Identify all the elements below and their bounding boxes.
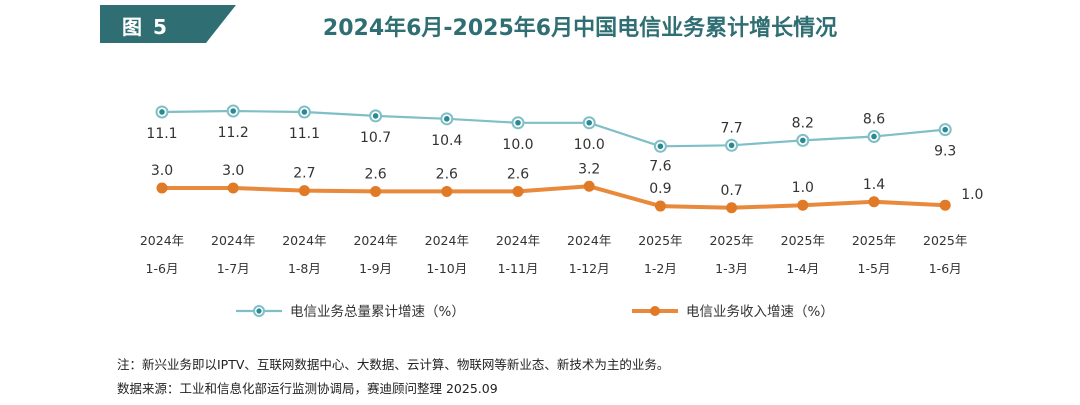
point-marker-total [728, 142, 735, 149]
point-marker-revenue [370, 185, 382, 197]
data-label-revenue: 3.0 [151, 163, 173, 179]
point-marker-revenue [227, 182, 239, 194]
data-label-revenue: 1.4 [863, 177, 885, 193]
point-marker-revenue [868, 196, 880, 208]
point-marker-total [230, 108, 236, 114]
x-tick-period: 1-6月 [929, 261, 962, 276]
point-marker-revenue [512, 185, 524, 197]
x-tick-year: 2025年 [709, 233, 753, 248]
line-chart: 11.1 11.2 11.1 10.7 10.4 10.0 10.0 7.6 7.7 8.2 8.6… [140, 104, 983, 320]
point-marker-revenue [156, 182, 168, 194]
x-tick-year: 2024年 [353, 233, 397, 248]
x-tick-period: 1-9月 [359, 261, 392, 276]
data-label-total: 7.7 [720, 120, 742, 136]
x-tick-year: 2025年 [638, 233, 682, 248]
x-tick-year: 2024年 [211, 233, 255, 248]
point-marker-total [942, 126, 948, 133]
data-labels-layer: 11.1 11.2 11.1 10.7 10.4 10.0 10.0 7.6 7.7 8.2 8.6… [146, 111, 983, 203]
series-line-total [161, 109, 946, 148]
x-tick-year: 2024年 [496, 233, 540, 248]
x-tick-period: 1-11月 [498, 261, 539, 276]
x-tick-period: 1-5月 [858, 261, 891, 276]
data-label-revenue: 1.0 [961, 187, 983, 203]
data-label-total: 8.6 [863, 111, 885, 127]
point-marker-revenue [441, 185, 453, 197]
series-line-revenue [162, 184, 946, 210]
data-label-revenue: 0.9 [649, 181, 671, 197]
data-label-total: 11.1 [289, 126, 320, 142]
x-axis-labels: 2024年 1-6月 2024年 1-7月 2024年 1-8月 2024年 1-9月 2024… [140, 233, 968, 276]
data-label-total: 9.3 [934, 144, 956, 160]
x-tick-period: 1-8月 [288, 261, 321, 276]
data-label-revenue: 2.6 [436, 166, 458, 182]
data-label-total: 10.0 [502, 137, 533, 153]
x-tick-period: 1-10月 [426, 261, 467, 276]
figure-label: 图 5 [122, 15, 169, 39]
point-marker-revenue [797, 199, 809, 211]
chart-title: 2024年6月-2025年6月中国电信业务累计增长情况 [322, 16, 838, 41]
point-marker-revenue [298, 185, 310, 197]
x-tick-period: 1-7月 [217, 261, 250, 276]
data-label-revenue: 2.7 [293, 166, 315, 182]
point-marker-total [657, 143, 664, 150]
x-tick-year: 2024年 [140, 233, 184, 248]
x-tick-year: 2025年 [923, 233, 967, 248]
x-tick-year: 2024年 [567, 233, 611, 248]
data-label-total: 10.4 [431, 133, 462, 149]
point-marker-revenue [939, 199, 951, 211]
point-marker-total [586, 119, 592, 126]
point-marker-total [372, 113, 379, 119]
x-tick-period: 1-2月 [644, 261, 677, 276]
data-label-total: 10.0 [574, 137, 605, 153]
legend-label-revenue: 电信业务收入增速（%） [686, 304, 834, 320]
legend-label-total: 电信业务总量累计增速（%） [290, 304, 465, 320]
figure-badge-shape [100, 5, 236, 43]
data-label-revenue: 0.7 [720, 183, 742, 199]
data-label-revenue: 2.6 [507, 166, 529, 182]
point-marker-total [800, 137, 806, 144]
x-tick-year: 2025年 [781, 233, 825, 248]
legend-swatch-marker-revenue [650, 306, 660, 316]
data-label-total: 10.7 [360, 130, 391, 146]
point-marker-total [871, 133, 877, 140]
x-tick-period: 1-6月 [146, 261, 179, 276]
x-tick-period: 1-12月 [569, 261, 610, 276]
point-marker-total [515, 119, 521, 126]
x-tick-year: 2024年 [282, 233, 326, 248]
data-label-total: 11.2 [218, 125, 249, 141]
point-marker-total [159, 109, 165, 115]
point-marker-revenue [654, 200, 666, 212]
x-tick-period: 1-3月 [715, 261, 748, 276]
data-label-revenue: 2.6 [364, 166, 386, 182]
figure-badge: 图 5 [100, 5, 236, 43]
legend: 电信业务总量累计增速（%） 电信业务收入增速（%） [236, 304, 834, 320]
data-source: 数据来源：工业和信息化部运行监测协调局，赛迪顾问整理 2025.09 [117, 381, 498, 396]
data-label-total: 8.2 [792, 115, 814, 131]
series-layer [155, 104, 952, 214]
data-label-revenue: 3.0 [222, 163, 244, 179]
data-label-revenue: 1.0 [792, 180, 814, 196]
point-marker-total [444, 116, 450, 122]
footnote: 注：新兴业务即以IPTV、互联网数据中心、大数据、云计算、物联网等新业态、新技术… [117, 357, 670, 372]
x-tick-year: 2024年 [425, 233, 469, 248]
point-marker-revenue [726, 202, 738, 214]
legend-swatch-marker-total [256, 308, 262, 314]
data-label-total: 7.6 [649, 158, 671, 174]
point-marker-total [301, 109, 308, 115]
data-label-revenue: 3.2 [578, 161, 600, 177]
x-tick-year: 2025年 [852, 233, 896, 248]
point-marker-revenue [583, 180, 595, 192]
x-tick-period: 1-4月 [786, 261, 819, 276]
data-label-total: 11.1 [146, 126, 177, 142]
